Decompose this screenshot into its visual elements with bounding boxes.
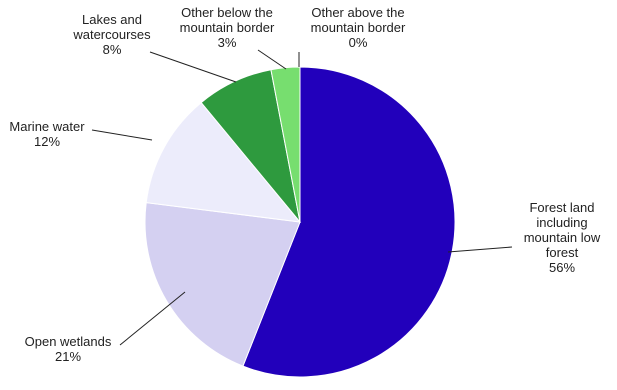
slice-label: Forest land including mountain low fores… bbox=[514, 200, 610, 275]
leader-line bbox=[149, 51, 237, 83]
value-label: 12% bbox=[33, 134, 61, 149]
category-label: Open wetlands bbox=[24, 334, 112, 349]
pie-slice bbox=[242, 66, 456, 378]
leader-line bbox=[91, 129, 153, 141]
slice-label: Other above the mountain border 0% bbox=[301, 5, 416, 50]
category-label: Forest land including mountain low fores… bbox=[523, 200, 601, 260]
value-label: 3% bbox=[217, 35, 237, 50]
slice-label: Open wetlands 21% bbox=[13, 334, 123, 364]
slice-label: Lakes and watercourses 8% bbox=[66, 12, 158, 57]
leader-line bbox=[119, 291, 186, 346]
leader-line bbox=[447, 246, 513, 253]
leader-line bbox=[257, 49, 287, 70]
slice-label: Other below the mountain border 3% bbox=[172, 5, 282, 50]
value-label: 0% bbox=[348, 35, 368, 50]
pie-slice bbox=[145, 101, 302, 223]
category-label: Other below the mountain border bbox=[179, 5, 275, 35]
category-label: Marine water bbox=[9, 119, 85, 134]
category-label: Other above the mountain border bbox=[310, 5, 406, 35]
value-label: 8% bbox=[102, 42, 122, 57]
category-label: Lakes and watercourses bbox=[73, 12, 151, 42]
value-label: 21% bbox=[54, 349, 82, 364]
slice-label: Marine water 12% bbox=[0, 119, 97, 149]
value-label: 56% bbox=[548, 260, 576, 275]
pie-slice bbox=[144, 202, 301, 367]
